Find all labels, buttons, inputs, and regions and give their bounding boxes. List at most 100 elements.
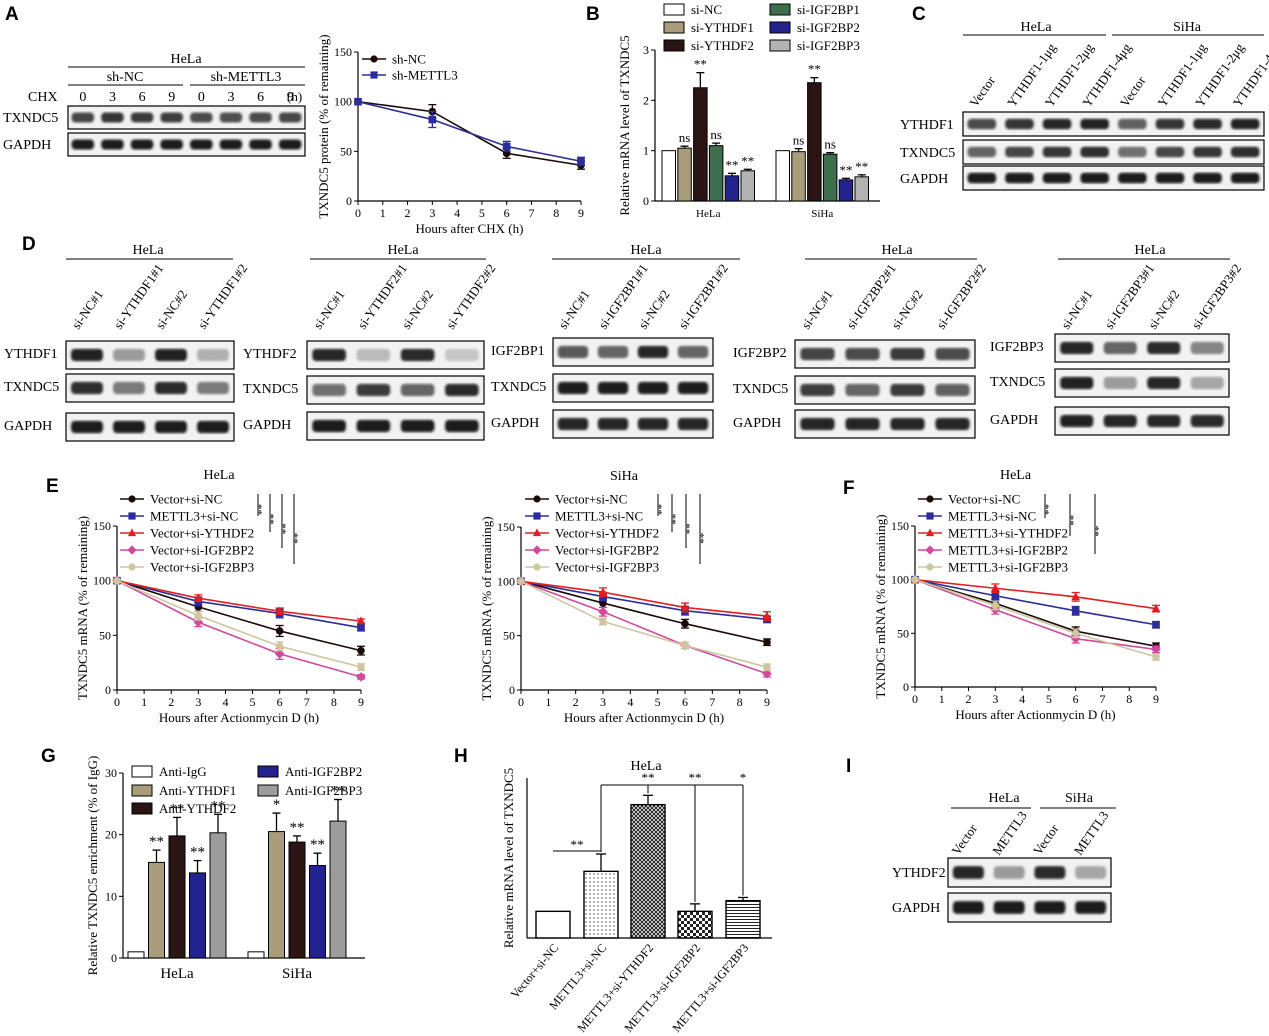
y-tick-label: 100 bbox=[891, 573, 909, 587]
blot-band bbox=[557, 381, 589, 395]
y-tick-label: 0 bbox=[111, 951, 117, 965]
blot-band bbox=[155, 348, 187, 362]
legend-label: METTL3+si-IGF2BP2 bbox=[948, 543, 1068, 558]
blot-band bbox=[557, 417, 589, 431]
legend-swatch bbox=[769, 3, 791, 16]
legend-item: METTL3+si-YTHDF2 bbox=[918, 526, 1068, 541]
legend-label: Vector+si-IGF2BP3 bbox=[150, 560, 254, 575]
blot-strip-igf2bp3 bbox=[1054, 333, 1230, 363]
blot-row-label: GAPDH bbox=[900, 172, 948, 187]
x-tick-label: 4 bbox=[222, 695, 228, 709]
blot-row-label: TXNDC5 bbox=[900, 146, 955, 161]
blot-band bbox=[1230, 172, 1260, 184]
x-tick-label: 7 bbox=[304, 695, 310, 709]
legend-item: Anti-IGF2BP2 bbox=[257, 764, 362, 779]
x-axis-label: Hours after Actionmycin D (h) bbox=[159, 710, 319, 725]
blot-row-label: TXNDC5 bbox=[3, 111, 58, 126]
blot-band bbox=[557, 345, 589, 359]
data-point bbox=[1152, 620, 1160, 629]
data-point bbox=[1151, 644, 1161, 655]
panel-i-blot: HeLa SiHa Vector METTL3 Vector METTL3 YTHDF… bbox=[892, 791, 1116, 923]
blot-strip-txndc5 bbox=[794, 375, 976, 405]
blot-band bbox=[845, 417, 880, 431]
blot-strip-gapdh bbox=[306, 411, 485, 441]
legend-label: si-YTHDF2 bbox=[691, 38, 754, 53]
blot-group-label: SiHa bbox=[1173, 20, 1202, 35]
lane-label: Vector bbox=[966, 73, 998, 110]
data-point bbox=[370, 71, 378, 79]
blot-row-label: YTHDF2 bbox=[892, 866, 946, 881]
x-category-label: SiHa bbox=[811, 208, 833, 220]
legend-label: Vector+si-IGF2BP2 bbox=[555, 543, 659, 558]
data-point bbox=[598, 587, 608, 596]
sig-label: * bbox=[273, 797, 281, 813]
data-point bbox=[577, 157, 585, 166]
blot-band bbox=[312, 383, 346, 397]
sig-label: ** bbox=[211, 798, 226, 814]
blot-band bbox=[312, 348, 346, 362]
data-point bbox=[357, 663, 365, 671]
legend-label: Anti-IGF2BP3 bbox=[285, 783, 362, 798]
blot-band bbox=[1042, 172, 1072, 184]
legend-label: Anti-IGF2BP2 bbox=[285, 764, 362, 779]
x-tick-label: 5 bbox=[1046, 692, 1052, 706]
data-point bbox=[194, 611, 203, 620]
lane-label: si-NC#2 bbox=[888, 287, 926, 332]
bar bbox=[583, 870, 619, 939]
sig-label: ns bbox=[793, 133, 805, 148]
legend-swatch bbox=[131, 802, 153, 815]
legend-item: Vector+si-NC bbox=[525, 492, 627, 507]
x-axis-label: Hours after CHX (h) bbox=[416, 221, 524, 236]
x-tick-label: 1 bbox=[939, 692, 945, 706]
data-point bbox=[926, 563, 934, 571]
blot-row-label: GAPDH bbox=[4, 419, 52, 434]
blot-group-label: HeLa bbox=[988, 791, 1020, 806]
bar bbox=[854, 176, 869, 202]
blot-band bbox=[845, 347, 880, 361]
blot-band bbox=[1230, 146, 1260, 158]
data-point bbox=[194, 593, 203, 602]
blot-band bbox=[71, 112, 95, 123]
legend-label: METTL3+si-NC bbox=[948, 509, 1036, 524]
y-tick-label: 3 bbox=[643, 43, 649, 57]
legend-swatch bbox=[257, 784, 279, 797]
legend-label: si-IGF2BP1 bbox=[797, 2, 860, 17]
bar-chart-H-bar: Relative mRNA level of TXNDC5 HeLa Vector+… bbox=[501, 759, 772, 1035]
blot-band bbox=[1034, 866, 1066, 879]
blot-band bbox=[71, 381, 103, 395]
sig-label: ** bbox=[808, 62, 821, 77]
x-tick-label: 3 bbox=[195, 695, 201, 709]
series-Vector+si-YTHDF2 bbox=[112, 575, 366, 625]
data-point bbox=[275, 642, 284, 651]
blot-band bbox=[445, 348, 479, 362]
blot-band bbox=[1147, 341, 1181, 355]
data-point bbox=[356, 616, 366, 625]
x-tick-label: 0 bbox=[518, 695, 524, 709]
blot-band bbox=[400, 383, 435, 397]
y-tick-label: 10 bbox=[105, 889, 117, 903]
panel-letter-i: I bbox=[846, 756, 851, 777]
blot-band bbox=[113, 381, 145, 395]
x-axis-label: Hours after Actionmycin D (h) bbox=[564, 710, 724, 725]
x-tick-label: 8 bbox=[331, 695, 337, 709]
data-point bbox=[991, 583, 1000, 592]
bar bbox=[209, 832, 227, 959]
lane-unit: (h) bbox=[287, 89, 302, 104]
lane-label: si-NC#2 bbox=[399, 287, 437, 332]
bar bbox=[775, 150, 790, 202]
x-tick-label: 0 bbox=[912, 692, 918, 706]
series-line bbox=[520, 580, 768, 621]
blot-band bbox=[677, 345, 709, 359]
legend-item: Anti-IGF2BP3 bbox=[257, 783, 362, 798]
data-point bbox=[1152, 653, 1160, 661]
blot-row-label: TXNDC5 bbox=[243, 382, 298, 397]
bar-chart-G-bar: 0 10 20 30 Relative TXNDC5 enrichment (% of … bbox=[85, 756, 365, 982]
x-tick-label: 2 bbox=[168, 695, 174, 709]
x-tick-label: 5 bbox=[250, 695, 256, 709]
bar bbox=[661, 150, 676, 202]
blot-row-label: GAPDH bbox=[243, 418, 291, 433]
data-point bbox=[532, 545, 542, 555]
sig-label: ns bbox=[679, 130, 691, 145]
legend-label: Anti-IgG bbox=[159, 764, 207, 779]
blot-strip-gapdh bbox=[65, 412, 235, 442]
